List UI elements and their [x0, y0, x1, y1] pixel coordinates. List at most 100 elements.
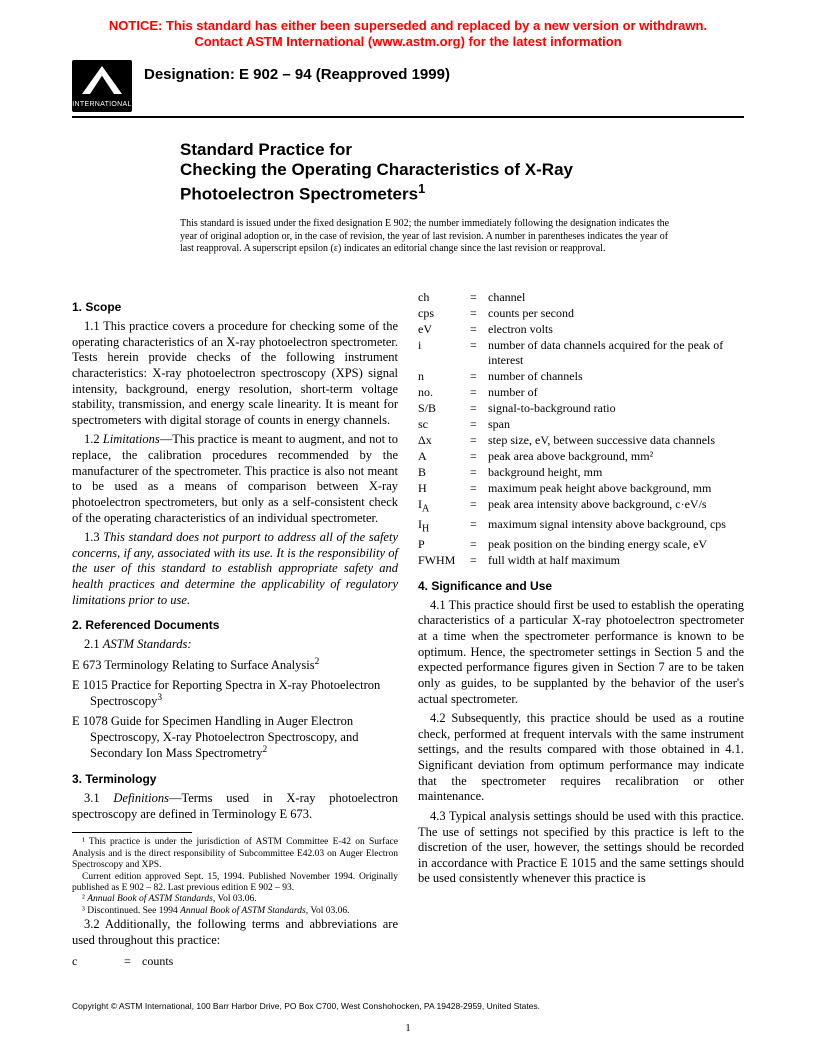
notice-line1: NOTICE: This standard has either been su…	[109, 18, 707, 33]
term-equals: =	[470, 449, 488, 465]
term-row: ch=channel	[418, 290, 744, 306]
term-symbol: eV	[418, 322, 470, 338]
term-symbol: S/B	[418, 401, 470, 417]
term-symbol: ch	[418, 290, 470, 306]
term-def: span	[488, 417, 744, 433]
section-2-head: 2. Referenced Documents	[72, 618, 398, 633]
footnote-1a: ¹ This practice is under the jurisdictio…	[72, 837, 398, 871]
term-def: channel	[488, 290, 744, 306]
para-1-1: 1.1 This practice covers a procedure for…	[72, 319, 398, 428]
term-equals: =	[470, 417, 488, 433]
term-symbol: P	[418, 537, 470, 553]
header-rule	[72, 116, 744, 118]
term-equals: =	[470, 517, 488, 537]
term-row: IH=maximum signal intensity above backgr…	[418, 517, 744, 537]
term-symbol: i	[418, 338, 470, 369]
term-equals: =	[470, 497, 488, 517]
term-equals: =	[470, 537, 488, 553]
term-row: H=maximum peak height above background, …	[418, 481, 744, 497]
term-def: signal-to-background ratio	[488, 401, 744, 417]
term-symbol: A	[418, 449, 470, 465]
term-def: maximum peak height above background, mm	[488, 481, 744, 497]
term-row: S/B=signal-to-background ratio	[418, 401, 744, 417]
term-def: counts	[142, 954, 398, 970]
body-columns: 1. Scope 1.1 This practice covers a proc…	[72, 290, 744, 976]
term-equals: =	[470, 322, 488, 338]
term-def: peak area above background, mm²	[488, 449, 744, 465]
term-equals: =	[470, 385, 488, 401]
notice-banner: NOTICE: This standard has either been su…	[0, 18, 816, 51]
term-symbol: Δx	[418, 433, 470, 449]
term-equals: =	[470, 481, 488, 497]
logo-text: INTERNATIONAL	[72, 101, 132, 110]
footnotes-block: ¹ This practice is under the jurisdictio…	[72, 832, 398, 917]
footnote-1b: Current edition approved Sept. 15, 1994.…	[72, 872, 398, 895]
term-def: number of data channels acquired for the…	[488, 338, 744, 369]
para-4-2: 4.2 Subsequently, this practice should b…	[418, 711, 744, 805]
term-symbol: sc	[418, 417, 470, 433]
designation: Designation: E 902 – 94 (Reapproved 1999…	[144, 66, 450, 85]
term-equals: =	[470, 306, 488, 322]
term-row: cps=counts per second	[418, 306, 744, 322]
term-row: no.=number of	[418, 385, 744, 401]
para-2-1: 2.1 ASTM Standards:	[72, 637, 398, 653]
term-def: counts per second	[488, 306, 744, 322]
term-row: FWHM=full width at half maximum	[418, 553, 744, 569]
term-equals: =	[470, 553, 488, 569]
term-equals: =	[470, 338, 488, 369]
term-symbol: H	[418, 481, 470, 497]
term-row: A=peak area above background, mm²	[418, 449, 744, 465]
term-symbol: FWHM	[418, 553, 470, 569]
title-block: Standard Practice for Checking the Opera…	[180, 140, 680, 205]
para-3-1: 3.1 Definitions—Terms used in X-ray phot…	[72, 791, 398, 822]
title-line2: Checking the Operating Characteristics o…	[180, 160, 680, 180]
term-symbol: n	[418, 369, 470, 385]
footnote-3: ³ Discontinued. See 1994 Annual Book of …	[72, 906, 398, 917]
term-def: maximum signal intensity above backgroun…	[488, 517, 744, 537]
title-line1: Standard Practice for	[180, 140, 680, 160]
para-1-3: 1.3 This standard does not purport to ad…	[72, 530, 398, 608]
term-def: number of	[488, 385, 744, 401]
term-equals: =	[470, 465, 488, 481]
term-row: P=peak position on the binding energy sc…	[418, 537, 744, 553]
term-row: i=number of data channels acquired for t…	[418, 338, 744, 369]
para-3-2: 3.2 Additionally, the following terms an…	[72, 917, 398, 948]
issuance-note: This standard is issued under the fixed …	[180, 218, 680, 256]
term-def: peak position on the binding energy scal…	[488, 537, 744, 553]
ref-e1078: E 1078 Guide for Specimen Handling in Au…	[72, 714, 398, 762]
ref-e1015: E 1015 Practice for Reporting Spectra in…	[72, 678, 398, 710]
term-symbol: IA	[418, 497, 470, 517]
para-4-3: 4.3 Typical analysis settings should be …	[418, 809, 744, 887]
term-row: n=number of channels	[418, 369, 744, 385]
term-def: background height, mm	[488, 465, 744, 481]
term-symbol: cps	[418, 306, 470, 322]
footnote-2: ² Annual Book of ASTM Standards, Vol 03.…	[72, 894, 398, 905]
term-symbol: c	[72, 954, 124, 970]
page-number: 1	[0, 1022, 816, 1036]
term-row: eV=electron volts	[418, 322, 744, 338]
term-equals: =	[470, 369, 488, 385]
copyright: Copyright © ASTM International, 100 Barr…	[72, 1001, 744, 1012]
term-equals: =	[124, 954, 142, 970]
term-row: B=background height, mm	[418, 465, 744, 481]
term-symbol: B	[418, 465, 470, 481]
section-1-head: 1. Scope	[72, 300, 398, 315]
term-def: number of channels	[488, 369, 744, 385]
ref-e673: E 673 Terminology Relating to Surface An…	[72, 657, 398, 674]
term-row: IA=peak area intensity above background,…	[418, 497, 744, 517]
term-def: step size, eV, between successive data c…	[488, 433, 744, 449]
term-equals: =	[470, 401, 488, 417]
section-3-head: 3. Terminology	[72, 772, 398, 787]
term-row: c=counts	[72, 954, 398, 970]
term-def: electron volts	[488, 322, 744, 338]
term-equals: =	[470, 290, 488, 306]
para-4-1: 4.1 This practice should first be used t…	[418, 598, 744, 707]
para-1-2: 1.2 Limitations—This practice is meant t…	[72, 432, 398, 526]
term-row: Δx=step size, eV, between successive dat…	[418, 433, 744, 449]
term-symbol: IH	[418, 517, 470, 537]
astm-logo: INTERNATIONAL	[72, 60, 132, 112]
footnote-rule	[72, 832, 192, 833]
term-def: full width at half maximum	[488, 553, 744, 569]
term-row: sc=span	[418, 417, 744, 433]
term-equals: =	[470, 433, 488, 449]
